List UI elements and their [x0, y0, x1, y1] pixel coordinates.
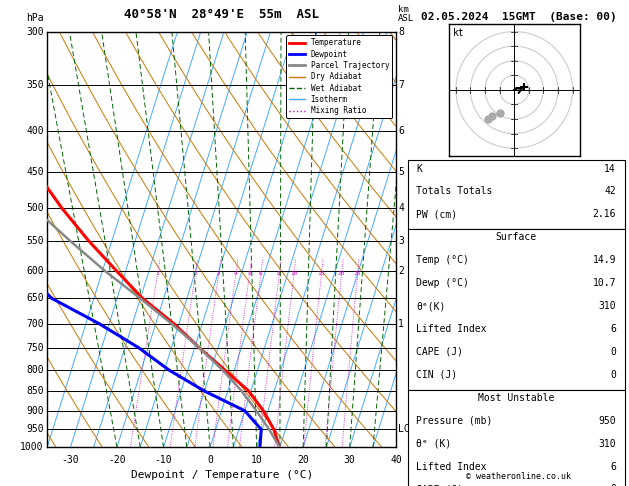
Text: hPa: hPa: [26, 13, 43, 23]
Text: 0: 0: [610, 485, 616, 486]
Text: 8: 8: [398, 27, 404, 36]
Text: 400: 400: [26, 126, 43, 136]
Text: 2.16: 2.16: [593, 209, 616, 219]
Text: CIN (J): CIN (J): [416, 370, 457, 380]
Text: Pressure (mb): Pressure (mb): [416, 416, 493, 426]
Text: 3: 3: [216, 271, 220, 276]
Text: PW (cm): PW (cm): [416, 209, 457, 219]
Text: 750: 750: [26, 343, 43, 353]
Text: 6: 6: [610, 324, 616, 334]
Text: 2: 2: [398, 266, 404, 276]
Text: 5: 5: [247, 271, 251, 276]
Text: 0: 0: [207, 455, 213, 466]
Text: 310: 310: [598, 438, 616, 449]
Text: 10.7: 10.7: [593, 278, 616, 288]
Text: 1000: 1000: [20, 442, 43, 452]
Text: 10: 10: [290, 271, 298, 276]
Text: 42: 42: [604, 187, 616, 196]
Text: 10: 10: [251, 455, 262, 466]
Text: 1: 1: [398, 319, 404, 329]
Legend: Temperature, Dewpoint, Parcel Trajectory, Dry Adiabat, Wet Adiabat, Isotherm, Mi: Temperature, Dewpoint, Parcel Trajectory…: [286, 35, 392, 118]
Text: kt: kt: [452, 28, 464, 38]
Bar: [408, 160, 625, 229]
Text: K: K: [416, 164, 422, 174]
Text: Dewpoint / Temperature (°C): Dewpoint / Temperature (°C): [131, 470, 313, 480]
Text: 1: 1: [155, 271, 159, 276]
Text: 4: 4: [398, 203, 404, 213]
Text: 6: 6: [398, 126, 404, 136]
Text: 850: 850: [26, 386, 43, 396]
Text: 450: 450: [26, 167, 43, 176]
Bar: [408, 390, 625, 486]
Text: 14.9: 14.9: [593, 255, 616, 265]
Text: -10: -10: [155, 455, 172, 466]
Text: 600: 600: [26, 266, 43, 276]
Text: 2: 2: [193, 271, 197, 276]
Text: CAPE (J): CAPE (J): [416, 347, 464, 357]
Text: 20: 20: [298, 455, 309, 466]
Text: 40°58'N  28°49'E  55m  ASL: 40°58'N 28°49'E 55m ASL: [124, 8, 320, 21]
Text: -20: -20: [108, 455, 126, 466]
Text: km
ASL: km ASL: [398, 4, 414, 23]
Text: Surface: Surface: [496, 232, 537, 243]
Text: Lifted Index: Lifted Index: [416, 324, 487, 334]
Text: © weatheronline.co.uk: © weatheronline.co.uk: [467, 472, 571, 481]
Text: 5: 5: [398, 167, 404, 176]
Text: Lifted Index: Lifted Index: [416, 462, 487, 471]
Text: 40: 40: [391, 455, 402, 466]
Bar: [408, 229, 625, 390]
Text: 4: 4: [233, 271, 237, 276]
Text: 310: 310: [598, 301, 616, 311]
Text: Dewp (°C): Dewp (°C): [416, 278, 469, 288]
Text: 350: 350: [26, 80, 43, 90]
Text: 6: 6: [610, 462, 616, 471]
Text: -30: -30: [62, 455, 79, 466]
Text: 950: 950: [598, 416, 616, 426]
Text: CAPE (J): CAPE (J): [416, 485, 464, 486]
Text: 500: 500: [26, 203, 43, 213]
Text: 14: 14: [604, 164, 616, 174]
Text: 15: 15: [318, 271, 325, 276]
Text: 6: 6: [259, 271, 262, 276]
Text: 800: 800: [26, 365, 43, 375]
Text: Temp (°C): Temp (°C): [416, 255, 469, 265]
Text: 550: 550: [26, 236, 43, 246]
Text: 300: 300: [26, 27, 43, 36]
Text: 02.05.2024  15GMT  (Base: 00): 02.05.2024 15GMT (Base: 00): [421, 12, 617, 22]
Text: 8: 8: [277, 271, 281, 276]
Text: θᵉ(K): θᵉ(K): [416, 301, 446, 311]
Text: Most Unstable: Most Unstable: [478, 393, 554, 403]
Text: 700: 700: [26, 319, 43, 329]
Text: Mixing Ratio (g/kg): Mixing Ratio (g/kg): [416, 192, 425, 287]
Text: Totals Totals: Totals Totals: [416, 187, 493, 196]
Text: θᵉ (K): θᵉ (K): [416, 438, 452, 449]
Text: 650: 650: [26, 294, 43, 303]
Text: 3: 3: [398, 236, 404, 246]
Text: 25: 25: [353, 271, 361, 276]
Text: 20: 20: [338, 271, 345, 276]
Text: 0: 0: [610, 347, 616, 357]
Text: 900: 900: [26, 406, 43, 416]
Text: 7: 7: [398, 80, 404, 90]
Text: LCL: LCL: [398, 424, 416, 434]
Text: 950: 950: [26, 424, 43, 434]
Text: 0: 0: [610, 370, 616, 380]
Text: 30: 30: [344, 455, 355, 466]
